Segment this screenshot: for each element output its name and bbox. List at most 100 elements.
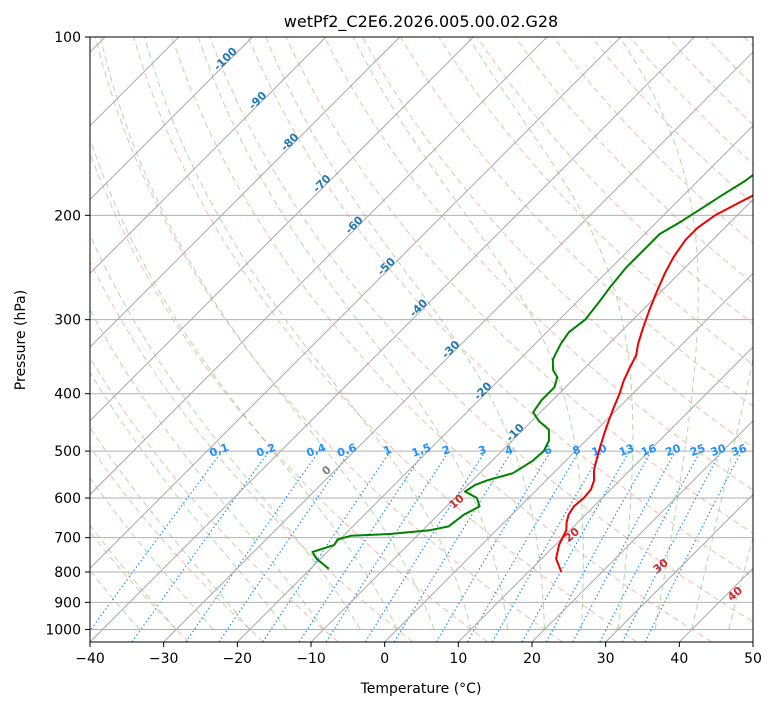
isotherm-line [90,37,548,496]
pressure-gridlines [90,37,753,630]
x-tick-label: 40 [670,651,688,667]
mixing-ratio-label: 30 [709,442,728,460]
y-tick-label: 900 [54,595,81,611]
x-axis-ticks: −40 −30 −20 −10 0 10 20 30 40 50 [75,642,762,667]
isotherm-line [531,420,753,642]
moist-adiabat-line [691,356,753,630]
y-tick-label: 100 [54,30,81,46]
isotherms [90,37,753,642]
isotherm-line [90,37,253,201]
dry-adiabat-line [133,37,638,642]
moist-adiabat-line [144,37,472,630]
y-tick-label: 800 [54,565,81,581]
y-tick-label: 400 [54,387,81,403]
x-tick-label: 30 [597,651,615,667]
y-axis-ticks: 100 200 300 400 500 600 700 800 900 1000 [45,30,90,638]
plot-frame [89,36,754,643]
y-tick-label: 1000 [45,622,81,638]
dry-adiabat-line [209,37,753,623]
moist-adiabat-line [90,234,361,630]
moist-adiabat-line [197,37,509,630]
x-tick-label: 10 [449,651,467,667]
dry-adiabat-line [90,260,414,642]
moist-adiabat-line [90,477,214,630]
moist-adiabat-line [100,37,435,630]
y-axis-label: Pressure (hPa) [13,290,29,390]
moist-adiabat-line [619,37,699,630]
isotherm-line [90,37,327,275]
moist-adiabat-line [90,371,288,630]
mixing-ratio-label: 20 [664,442,683,460]
mixing-ratio-label: 6 [542,443,554,458]
mixing-ratio-label: 3 [477,443,489,458]
dry-adiabat-line [90,356,339,642]
y-tick-label: 700 [54,531,81,547]
mixing-ratio-line [325,450,450,642]
moist-adiabat-line [90,524,177,630]
dry-adiabat-line [514,37,753,284]
mixing-ratio-label: 0.1 [208,441,231,460]
mixing-ratio-line [262,450,391,642]
mixing-ratio-line [218,450,351,642]
mixing-ratio-line [521,450,630,642]
mixing-ratio-label: 1 [382,443,394,458]
isotherm-line [90,37,695,642]
mixing-ratio-label: 0.4 [305,441,328,460]
y-tick-label: 300 [54,313,81,329]
dewpoint-profile-line [311,173,753,570]
moist-adiabat-line [90,426,251,630]
plot-area: -100-90-80-70-60-50-40-30-20-100.1 0.2 0.4… [90,37,753,642]
moist-adiabat-line [90,137,398,630]
mixing-ratio-line [90,450,223,632]
dry-adiabat-line [94,37,563,642]
isotherm-line [163,51,753,642]
dry-adiabat-line [171,37,712,642]
isotherm-line [236,125,753,642]
dry-adiabat-line [90,445,264,642]
mixing-ratio-lines [90,450,743,642]
temperature-profile-line [555,194,753,573]
dry-adiabats [90,37,753,642]
profile-series [311,173,753,573]
mixing-ratio-label: 1.5 [410,441,433,460]
moist-adiabat-line [467,37,634,630]
mixing-ratio-line [393,450,513,642]
mixing-ratio-label: 8 [571,443,583,458]
isotherm-line [605,493,753,642]
mixing-ratio-label: 16 [639,442,658,460]
mixing-ratio-line [545,450,652,642]
isotherm-line [310,198,753,642]
moist-adiabat-line [90,308,324,630]
mixing-ratio-line [298,450,425,642]
x-tick-label: 50 [744,651,762,667]
x-tick-label: −20 [223,651,253,667]
isotherm-line [457,346,753,642]
dry-adiabat-line [476,37,753,325]
mixing-ratio-label: 4 [503,443,515,458]
mixing-ratio-label: 0.6 [336,441,359,460]
x-tick-label: 20 [523,651,541,667]
chart-title: wetPf2_C2E6.2026.005.00.02.G28 [284,12,558,32]
dry-adiabat-line [323,37,753,491]
mixing-ratio-label: 25 [688,442,707,459]
mixing-ratio-line [572,450,677,642]
x-tick-label: −40 [75,651,105,667]
y-tick-label: 600 [54,491,81,507]
dry-adiabat-line [285,37,753,534]
x-tick-label: −10 [296,651,326,667]
mixing-ratio-line [644,450,743,642]
isotherm-line [90,37,474,422]
mixing-ratio-label: 13 [617,442,636,459]
moist-adiabat-line [265,37,545,630]
y-tick-label: 500 [54,444,81,460]
mixing-ratio-label: 2 [440,443,452,458]
dry-adiabat-line [247,37,753,578]
moist-adiabat-line [90,569,140,630]
isotherm-line [90,37,401,348]
x-tick-label: 0 [380,651,389,667]
x-tick-label: −30 [149,651,179,667]
moist-adiabat-line [352,37,584,630]
mixing-ratio-line [131,450,270,642]
